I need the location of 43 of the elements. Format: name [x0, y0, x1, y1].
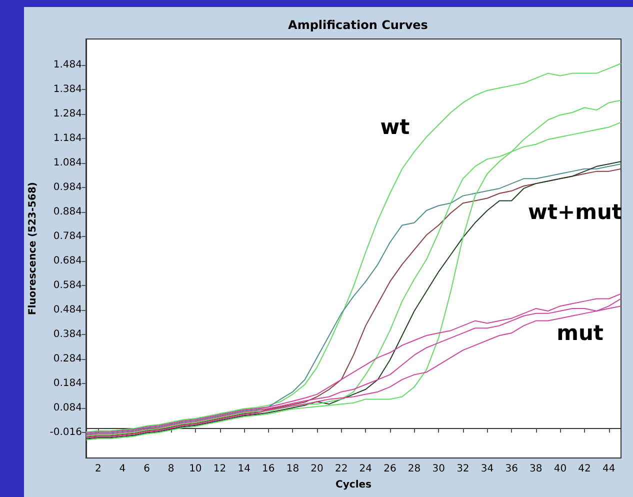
- x-tick-label: 40: [554, 464, 567, 474]
- y-tick-label: 1.484: [53, 59, 82, 70]
- x-tick-label: 38: [530, 464, 542, 474]
- y-tick-label: 0.084: [53, 402, 82, 414]
- x-tick-label: 20: [310, 464, 324, 474]
- x-tick-label: 10: [189, 464, 202, 474]
- y-tick-label: 0.984: [53, 182, 82, 193]
- y-tick-label: -0.016: [50, 427, 82, 438]
- y-tick-label: 1.184: [53, 132, 82, 144]
- x-tick-label: 6: [144, 464, 150, 474]
- x-tick-label: 32: [456, 464, 470, 474]
- x-axis-title: Cycles: [336, 480, 372, 490]
- x-tick-label: 34: [480, 464, 494, 474]
- annotation: mut: [556, 321, 604, 345]
- y-axis-title: Fluorescence (523-568): [28, 182, 38, 315]
- y-tick-label: 0.184: [53, 378, 82, 390]
- y-tick-label: 1.384: [53, 84, 82, 95]
- x-tick-label: 30: [432, 464, 445, 474]
- x-tick-label: 24: [359, 464, 372, 474]
- x-tick-label: 18: [286, 464, 300, 474]
- x-tick-label: 44: [602, 464, 616, 474]
- x-tick-label: 28: [408, 464, 421, 474]
- y-tick-label: 0.784: [53, 230, 82, 242]
- x-tick-label: 12: [213, 464, 226, 474]
- x-tick-label: 14: [238, 464, 250, 474]
- y-tick-label: 1.084: [53, 157, 82, 168]
- x-tick-label: 2: [94, 464, 102, 474]
- y-tick-label: 0.284: [53, 354, 82, 365]
- x-tick-label: 8: [168, 464, 174, 474]
- annotation: wt: [380, 115, 410, 139]
- y-tick-label: 0.684: [53, 255, 82, 266]
- chart-title: Amplification Curves: [288, 18, 428, 32]
- x-tick-label: 42: [578, 464, 591, 474]
- y-tick-label: 1.284: [53, 108, 82, 120]
- x-tick-label: 22: [334, 464, 348, 474]
- y-tick-label: 0.584: [53, 280, 82, 291]
- x-tick-label: 36: [505, 464, 518, 474]
- x-tick-label: 4: [119, 464, 126, 474]
- x-tick-label: 26: [384, 464, 396, 474]
- y-tick-label: 0.884: [53, 206, 82, 218]
- y-tick-label: 0.484: [53, 304, 82, 316]
- y-tick-label: 0.384: [53, 329, 82, 340]
- x-tick-label: 16: [262, 464, 275, 474]
